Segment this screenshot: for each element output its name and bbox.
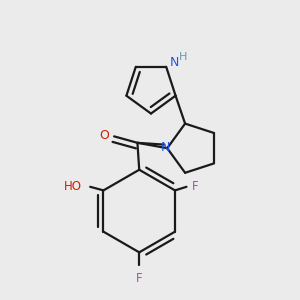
Text: HO: HO <box>64 180 82 193</box>
Text: O: O <box>100 129 110 142</box>
Text: F: F <box>192 180 199 193</box>
Text: F: F <box>136 272 142 285</box>
Text: H: H <box>178 52 187 62</box>
Text: N: N <box>161 141 170 154</box>
Text: N: N <box>170 56 179 69</box>
